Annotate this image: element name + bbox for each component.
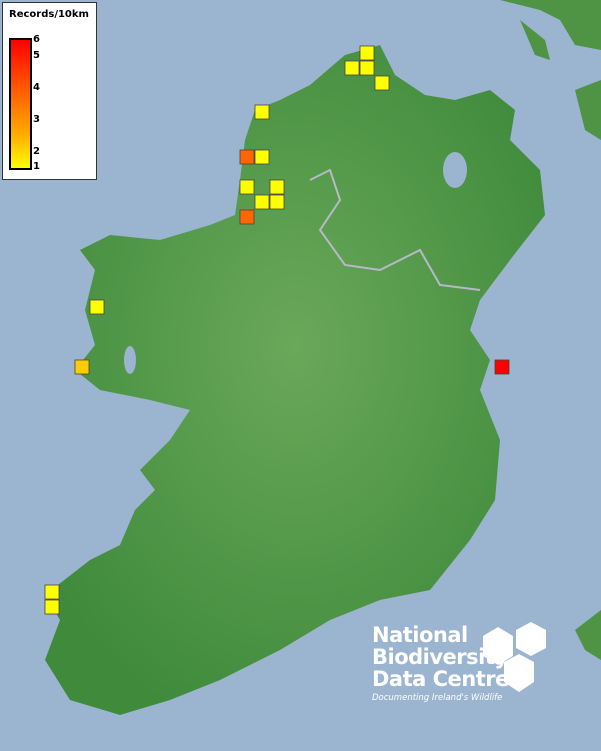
record-square bbox=[254, 194, 270, 210]
record-square bbox=[74, 359, 90, 375]
lough-neagh bbox=[443, 152, 467, 188]
legend-tick: 1 bbox=[33, 161, 40, 172]
legend-tick: 2 bbox=[33, 146, 40, 157]
logo-line: National bbox=[372, 623, 468, 647]
record-square bbox=[239, 149, 255, 165]
scotland-land bbox=[500, 0, 601, 140]
record-square bbox=[269, 194, 285, 210]
record-square bbox=[359, 60, 375, 76]
record-square bbox=[44, 599, 60, 615]
logo-hexagons-icon bbox=[483, 622, 546, 692]
legend-title: Records/10km bbox=[9, 9, 89, 20]
logo-tagline: Documenting Ireland's Wildlife bbox=[372, 693, 503, 703]
record-square bbox=[239, 179, 255, 195]
legend-tick: 3 bbox=[33, 114, 40, 125]
legend-tick: 6 bbox=[33, 34, 40, 45]
ireland-land bbox=[45, 45, 545, 715]
record-square bbox=[239, 209, 255, 225]
record-square bbox=[254, 104, 270, 120]
logo-line: Data Centre bbox=[372, 667, 509, 691]
legend: Records/10km 6 5 4 3 2 1 bbox=[2, 2, 97, 180]
wales-land bbox=[575, 610, 601, 660]
record-square bbox=[254, 149, 270, 165]
record-square bbox=[269, 179, 285, 195]
legend-color-bar bbox=[9, 38, 32, 170]
record-square bbox=[344, 60, 360, 76]
legend-tick: 4 bbox=[33, 82, 40, 93]
legend-tick: 5 bbox=[33, 50, 40, 61]
lough-corrib bbox=[124, 346, 136, 374]
logo-line: Biodiversity bbox=[372, 645, 508, 669]
nbdc-logo: National Biodiversity Data Centre Docume… bbox=[372, 624, 509, 703]
record-square bbox=[89, 299, 105, 315]
record-squares bbox=[44, 45, 510, 615]
record-square bbox=[494, 359, 510, 375]
ni-border bbox=[309, 168, 481, 291]
record-square bbox=[359, 45, 375, 61]
record-square bbox=[374, 75, 390, 91]
record-square bbox=[44, 584, 60, 600]
